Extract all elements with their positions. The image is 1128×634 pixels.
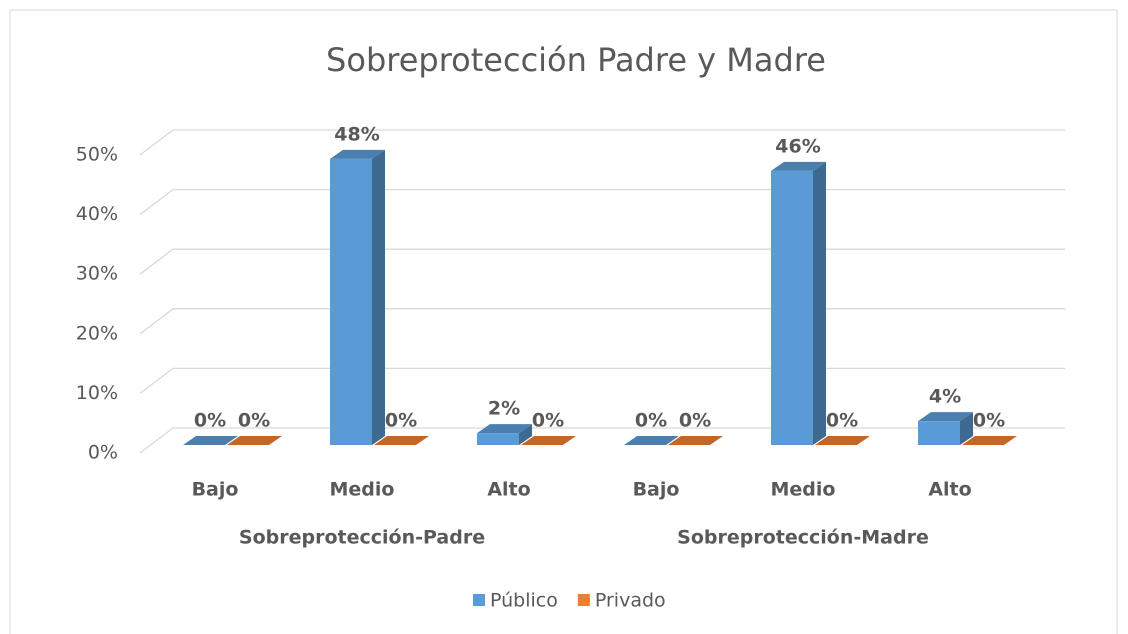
value-label: 0% — [238, 410, 270, 432]
bar — [771, 161, 826, 445]
bar-face — [372, 149, 385, 446]
value-label: 0% — [385, 410, 417, 432]
bar-face — [477, 424, 532, 434]
bar-face — [960, 412, 973, 445]
chart-frame — [9, 9, 1118, 634]
value-label: 46% — [775, 135, 820, 157]
bar — [918, 412, 973, 445]
bar-face — [771, 170, 813, 445]
chart-title: Sobreprotección Padre y Madre — [326, 41, 826, 79]
x-tick-label: Alto — [487, 479, 530, 501]
bar-face — [477, 433, 519, 445]
bar — [477, 424, 532, 445]
legend-swatch — [577, 594, 590, 606]
y-tick-label: 10% — [76, 382, 118, 404]
value-label: 0% — [826, 410, 858, 432]
bar-face — [519, 424, 532, 445]
y-tick-label: 30% — [76, 263, 118, 285]
x-tick-label: Medio — [330, 479, 395, 501]
x-tick-label: Bajo — [192, 479, 239, 501]
x-tick-label: Alto — [928, 479, 971, 501]
bar — [374, 436, 429, 445]
bar — [227, 436, 282, 445]
bar-face — [918, 421, 960, 445]
value-label: 0% — [194, 410, 226, 432]
y-tick-label: 0% — [88, 442, 118, 464]
grid-line — [139, 367, 1065, 394]
bar — [962, 436, 1017, 445]
value-label: 0% — [532, 410, 564, 432]
x-tick-label: Medio — [771, 479, 836, 501]
bar — [330, 149, 385, 446]
value-label: 2% — [488, 398, 520, 420]
bar-face — [771, 161, 826, 171]
bar — [624, 436, 679, 445]
legend-label: Privado — [595, 590, 666, 612]
group-label: Sobreprotección-Padre — [239, 527, 485, 549]
y-tick-label: 40% — [76, 203, 118, 225]
grid-line — [139, 427, 1065, 454]
group-label: Sobreprotección-Madre — [677, 527, 929, 549]
x-tick-label: Bajo — [633, 479, 680, 501]
bar-face — [330, 149, 385, 159]
bar — [521, 436, 576, 445]
bar — [815, 436, 870, 445]
legend-swatch — [473, 594, 485, 606]
bar-face — [624, 436, 679, 445]
bar-face — [227, 436, 282, 445]
bar-face — [918, 412, 973, 422]
bar-face — [668, 436, 723, 445]
bar-face — [374, 436, 429, 445]
bar-face — [330, 158, 372, 446]
bar — [183, 436, 238, 445]
grid-line — [139, 308, 1065, 335]
bar-face — [521, 436, 576, 445]
value-label: 0% — [973, 410, 1005, 432]
value-label: 48% — [334, 123, 379, 145]
value-label: 0% — [635, 410, 667, 432]
bar-face — [183, 436, 238, 445]
y-tick-label: 50% — [76, 144, 118, 166]
grid-line — [139, 248, 1065, 275]
y-tick-label: 20% — [76, 322, 118, 344]
bar-face — [815, 436, 870, 445]
grid-line — [139, 129, 1065, 156]
value-label: 0% — [679, 410, 711, 432]
legend-label: Público — [490, 590, 558, 612]
grid-line — [139, 188, 1065, 216]
value-label: 4% — [929, 386, 961, 408]
bar — [668, 436, 723, 445]
bar-face — [962, 436, 1017, 445]
bar-face — [813, 161, 826, 445]
